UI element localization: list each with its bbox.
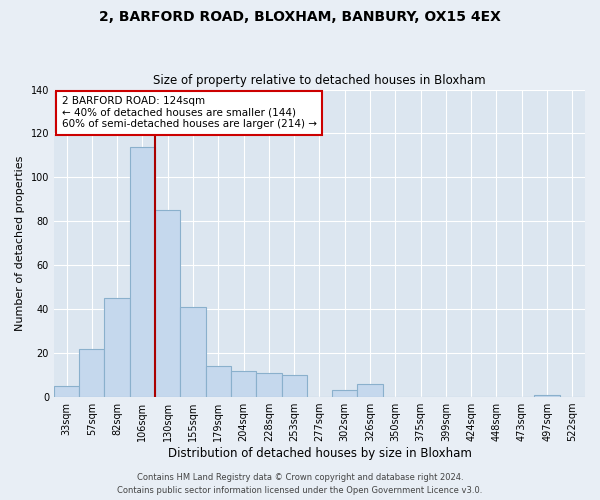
Bar xyxy=(231,370,256,397)
X-axis label: Distribution of detached houses by size in Bloxham: Distribution of detached houses by size … xyxy=(167,447,472,460)
Bar xyxy=(155,210,181,397)
Text: 2 BARFORD ROAD: 124sqm
← 40% of detached houses are smaller (144)
60% of semi-de: 2 BARFORD ROAD: 124sqm ← 40% of detached… xyxy=(62,96,317,130)
Bar xyxy=(256,373,281,397)
Text: Contains HM Land Registry data © Crown copyright and database right 2024.
Contai: Contains HM Land Registry data © Crown c… xyxy=(118,474,482,495)
Bar xyxy=(181,307,206,397)
Bar xyxy=(104,298,130,397)
Bar xyxy=(54,386,79,397)
Bar xyxy=(535,395,560,397)
Bar xyxy=(206,366,231,397)
Bar xyxy=(79,349,104,397)
Y-axis label: Number of detached properties: Number of detached properties xyxy=(15,156,25,331)
Text: 2, BARFORD ROAD, BLOXHAM, BANBURY, OX15 4EX: 2, BARFORD ROAD, BLOXHAM, BANBURY, OX15 … xyxy=(99,10,501,24)
Bar xyxy=(130,146,155,397)
Bar xyxy=(332,390,358,397)
Bar xyxy=(358,384,383,397)
Title: Size of property relative to detached houses in Bloxham: Size of property relative to detached ho… xyxy=(153,74,486,87)
Bar xyxy=(281,375,307,397)
